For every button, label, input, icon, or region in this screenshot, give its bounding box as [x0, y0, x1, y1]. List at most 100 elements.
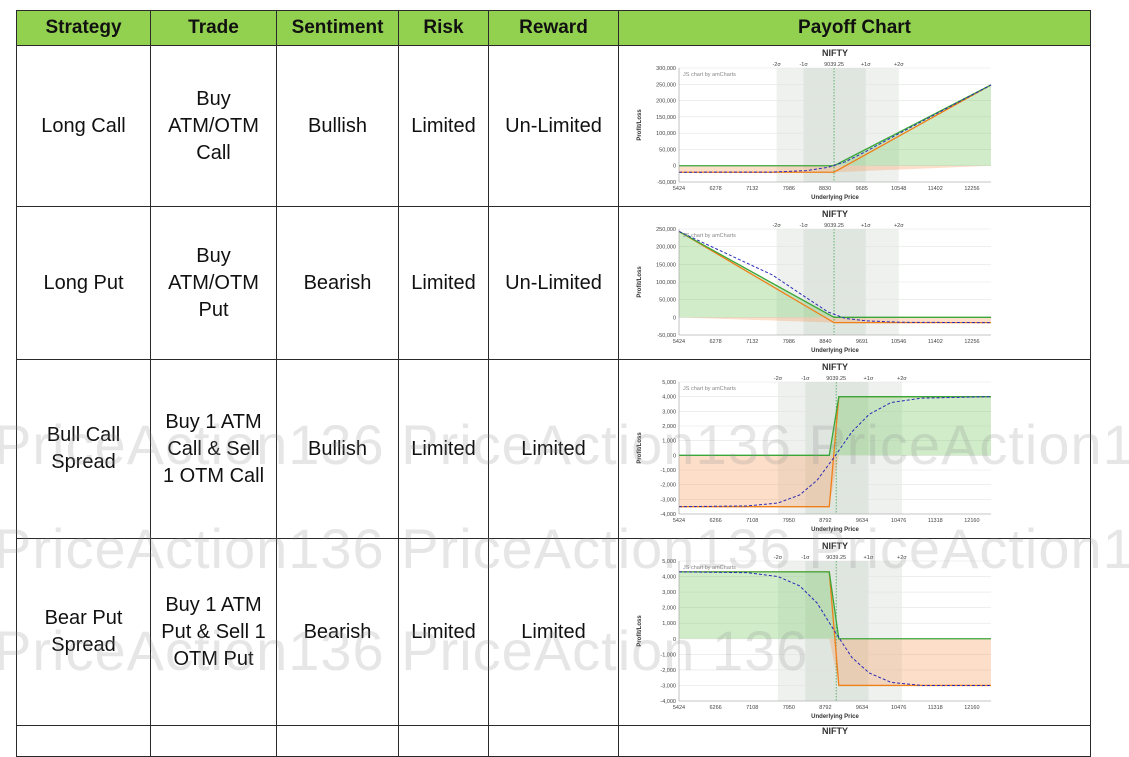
table-row: Bull Call Spread Buy 1 ATM Call & Sell 1 O…	[16, 359, 1091, 539]
x-tick-label: 5424	[673, 705, 685, 711]
x-tick-label: 11402	[928, 186, 943, 192]
loss-area	[679, 165, 991, 173]
risk: Limited	[398, 359, 489, 539]
trade-line: ATM/OTM	[168, 114, 259, 137]
sigma-label: -1σ	[799, 223, 808, 229]
header-risk: Risk	[398, 10, 489, 46]
x-tick-label: 8792	[819, 705, 831, 711]
payoff-chart: 300,000 250,000 200,000 150,000 100,000 50,00…	[637, 48, 992, 201]
reward: Limited	[488, 538, 619, 726]
chart-credit: JS chart by amCharts	[683, 72, 736, 78]
risk: Limited	[398, 45, 489, 207]
strategy-name: Bear Put Spread	[16, 538, 151, 726]
sigma-label: -2σ	[772, 62, 781, 68]
empty-cell	[398, 725, 489, 757]
payoff-chart-cell: 5,000 4,000 3,000 2,000 1,000 0 -1,000 -2,000 -3…	[618, 359, 1091, 539]
sigma-label: +2σ	[894, 62, 904, 68]
sigma-label: 9039.25	[826, 376, 846, 382]
y-tick-label: 150,000	[656, 262, 676, 268]
sigma-label: -1σ	[799, 62, 808, 68]
y-tick-label: -1,000	[660, 652, 676, 658]
trade-line: Put & Sell 1	[161, 620, 266, 643]
profit-area	[679, 571, 991, 639]
x-tick-label: 8840	[819, 339, 831, 345]
trade-description: Buy ATM/OTM Call	[150, 45, 277, 207]
sigma-label: +1σ	[861, 62, 871, 68]
header-trade: Trade	[150, 10, 277, 46]
x-tick-label: 7986	[783, 186, 795, 192]
loss-area	[679, 455, 991, 507]
header-reward: Reward	[488, 10, 619, 46]
x-tick-label: 7950	[783, 518, 795, 524]
payoff-profit-line	[679, 571, 991, 640]
y-tick-label: 4,000	[662, 575, 676, 581]
x-tick-label: 8792	[819, 518, 831, 524]
y-tick-label: 1,000	[662, 621, 676, 627]
empty-cell	[488, 725, 619, 757]
y-tick-label: 100,000	[656, 131, 676, 137]
trade-line: OTM Put	[173, 647, 254, 670]
table-row: Bear Put Spread Buy 1 ATM Put & Sell 1 OTM…	[16, 538, 1091, 726]
x-tick-label: 7132	[746, 339, 758, 345]
sentiment: Bullish	[276, 359, 399, 539]
chart-title: NIFTY	[822, 362, 848, 372]
y-tick-label: 200,000	[656, 245, 676, 251]
sigma-label: +2σ	[897, 555, 907, 561]
loss-area	[679, 638, 991, 686]
profit-area	[679, 231, 991, 318]
trade-line: Buy	[196, 244, 231, 267]
x-tick-label: 12256	[964, 339, 979, 345]
y-tick-label: -50,000	[657, 180, 676, 186]
payoff-chart-cell: 250,000 200,000 150,000 100,000 50,000 0 -50,0…	[618, 206, 1091, 360]
reward: Un-Limited	[488, 45, 619, 207]
strategy-name: Bull Call Spread	[16, 359, 151, 539]
trade-line: Call	[196, 141, 231, 164]
y-tick-label: -1,000	[660, 468, 676, 474]
sigma-band-1	[805, 382, 869, 514]
y-tick-label: 300,000	[656, 66, 676, 72]
x-axis-label: Underlying Price	[811, 527, 859, 533]
chart-title: NIFTY	[822, 48, 848, 58]
sigma-label: +1σ	[864, 376, 874, 382]
y-tick-label: -2,000	[660, 668, 676, 674]
risk: Limited	[398, 206, 489, 360]
sentiment: Bearish	[276, 206, 399, 360]
strategy-table: Strategy Trade Sentiment Risk Reward Pay…	[16, 10, 1091, 757]
y-tick-label: -3,000	[660, 497, 676, 503]
y-tick-label: 250,000	[656, 227, 676, 233]
x-tick-label: 5424	[673, 339, 685, 345]
y-tick-label: -2,000	[660, 483, 676, 489]
x-tick-label: 6278	[709, 339, 721, 345]
sigma-label: -2σ	[774, 376, 783, 382]
x-tick-label: 10548	[891, 186, 906, 192]
trade-description: Buy 1 ATM Put & Sell 1 OTM Put	[150, 538, 277, 726]
y-axis-label: Profit/Loss	[637, 109, 643, 141]
trade-line: ATM/OTM	[168, 271, 259, 294]
sigma-label: -1σ	[801, 555, 810, 561]
x-tick-label: 12256	[964, 186, 979, 192]
y-tick-label: 4,000	[662, 395, 676, 401]
y-tick-label: 250,000	[656, 82, 676, 88]
y-tick-label: 1,000	[662, 439, 676, 445]
sigma-label: 9039.25	[824, 62, 844, 68]
chart-credit: JS chart by amCharts	[683, 386, 736, 392]
y-tick-label: -50,000	[657, 333, 676, 339]
y-tick-label: 0	[673, 453, 676, 459]
x-tick-label: 7950	[783, 705, 795, 711]
trade-line: Buy	[196, 87, 231, 110]
chart-title: NIFTY	[822, 726, 848, 736]
x-axis-label: Underlying Price	[811, 348, 859, 354]
sentiment: Bullish	[276, 45, 399, 207]
strategy-name: Long Put	[16, 206, 151, 360]
x-tick-label: 9634	[856, 705, 868, 711]
trade-line: Call & Sell	[167, 437, 260, 460]
payoff-profit-line	[678, 230, 991, 318]
payoff-chart: 5,000 4,000 3,000 2,000 1,000 0 -1,000 -2,000 -3…	[637, 362, 992, 533]
chart-credit: JS chart by amCharts	[683, 233, 736, 239]
expected-payoff-line	[678, 571, 991, 686]
table-row: NIFTY	[16, 725, 1091, 757]
sentiment: Bearish	[276, 538, 399, 726]
x-tick-label: 10476	[891, 518, 906, 524]
chart-title: NIFTY	[822, 209, 848, 219]
y-tick-label: 50,000	[659, 298, 676, 304]
